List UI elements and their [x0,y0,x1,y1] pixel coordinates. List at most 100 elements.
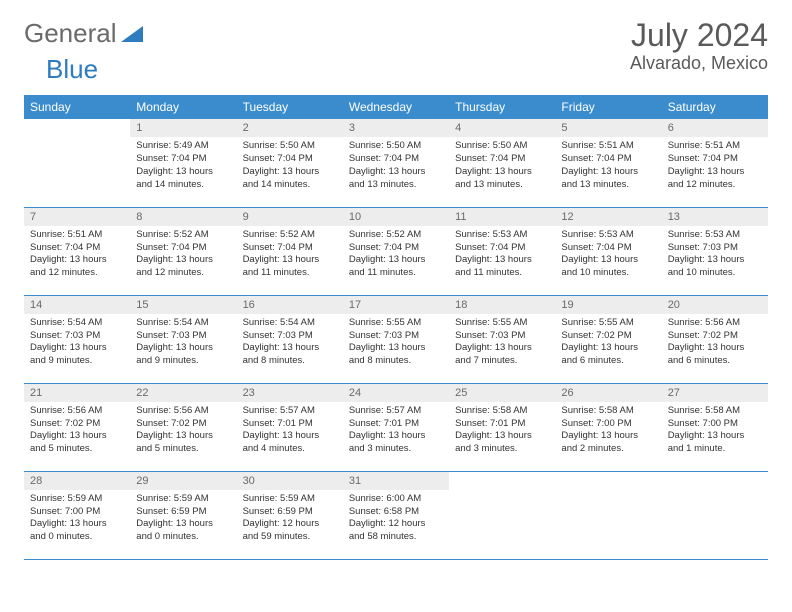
day-details: Sunrise: 5:56 AMSunset: 7:02 PMDaylight:… [24,402,130,460]
calendar-cell [24,119,130,207]
calendar-cell: 18Sunrise: 5:55 AMSunset: 7:03 PMDayligh… [449,295,555,383]
day-number: 28 [24,472,130,490]
calendar-cell: 30Sunrise: 5:59 AMSunset: 6:59 PMDayligh… [237,471,343,559]
logo-text-general: General [24,18,117,49]
logo-triangle-icon [121,24,145,44]
day-number: 22 [130,384,236,402]
calendar-cell: 6Sunrise: 5:51 AMSunset: 7:04 PMDaylight… [662,119,768,207]
logo-text-blue: Blue [46,54,98,85]
day-details: Sunrise: 5:55 AMSunset: 7:03 PMDaylight:… [449,314,555,372]
day-number: 8 [130,208,236,226]
day-details: Sunrise: 5:58 AMSunset: 7:01 PMDaylight:… [449,402,555,460]
day-header: Monday [130,95,236,119]
calendar-cell: 24Sunrise: 5:57 AMSunset: 7:01 PMDayligh… [343,383,449,471]
day-number: 9 [237,208,343,226]
calendar-cell: 1Sunrise: 5:49 AMSunset: 7:04 PMDaylight… [130,119,236,207]
day-number: 7 [24,208,130,226]
day-details: Sunrise: 5:52 AMSunset: 7:04 PMDaylight:… [343,226,449,284]
calendar-cell: 7Sunrise: 5:51 AMSunset: 7:04 PMDaylight… [24,207,130,295]
day-details: Sunrise: 5:59 AMSunset: 6:59 PMDaylight:… [237,490,343,548]
location-label: Alvarado, Mexico [630,53,768,74]
day-details: Sunrise: 5:50 AMSunset: 7:04 PMDaylight:… [449,137,555,195]
calendar-cell: 4Sunrise: 5:50 AMSunset: 7:04 PMDaylight… [449,119,555,207]
calendar-cell: 28Sunrise: 5:59 AMSunset: 7:00 PMDayligh… [24,471,130,559]
day-number: 30 [237,472,343,490]
day-details: Sunrise: 5:59 AMSunset: 7:00 PMDaylight:… [24,490,130,548]
logo: General [24,18,145,49]
day-number: 12 [555,208,661,226]
calendar-cell: 16Sunrise: 5:54 AMSunset: 7:03 PMDayligh… [237,295,343,383]
day-details: Sunrise: 5:52 AMSunset: 7:04 PMDaylight:… [237,226,343,284]
day-details: Sunrise: 5:57 AMSunset: 7:01 PMDaylight:… [343,402,449,460]
calendar-cell: 26Sunrise: 5:58 AMSunset: 7:00 PMDayligh… [555,383,661,471]
title-block: July 2024 Alvarado, Mexico [630,18,768,74]
calendar-cell: 5Sunrise: 5:51 AMSunset: 7:04 PMDaylight… [555,119,661,207]
day-number: 20 [662,296,768,314]
calendar-table: SundayMondayTuesdayWednesdayThursdayFrid… [24,95,768,560]
calendar-cell: 20Sunrise: 5:56 AMSunset: 7:02 PMDayligh… [662,295,768,383]
calendar-cell: 10Sunrise: 5:52 AMSunset: 7:04 PMDayligh… [343,207,449,295]
day-details: Sunrise: 5:58 AMSunset: 7:00 PMDaylight:… [555,402,661,460]
day-details: Sunrise: 6:00 AMSunset: 6:58 PMDaylight:… [343,490,449,548]
calendar-cell: 9Sunrise: 5:52 AMSunset: 7:04 PMDaylight… [237,207,343,295]
calendar-week: 14Sunrise: 5:54 AMSunset: 7:03 PMDayligh… [24,295,768,383]
day-number: 25 [449,384,555,402]
calendar-cell: 14Sunrise: 5:54 AMSunset: 7:03 PMDayligh… [24,295,130,383]
day-number: 5 [555,119,661,137]
calendar-cell [555,471,661,559]
calendar-cell: 31Sunrise: 6:00 AMSunset: 6:58 PMDayligh… [343,471,449,559]
day-details: Sunrise: 5:59 AMSunset: 6:59 PMDaylight:… [130,490,236,548]
day-details: Sunrise: 5:56 AMSunset: 7:02 PMDaylight:… [130,402,236,460]
calendar-head: SundayMondayTuesdayWednesdayThursdayFrid… [24,95,768,119]
day-details: Sunrise: 5:50 AMSunset: 7:04 PMDaylight:… [237,137,343,195]
calendar-cell: 23Sunrise: 5:57 AMSunset: 7:01 PMDayligh… [237,383,343,471]
calendar-week: 28Sunrise: 5:59 AMSunset: 7:00 PMDayligh… [24,471,768,559]
day-number: 21 [24,384,130,402]
day-number: 16 [237,296,343,314]
day-number: 29 [130,472,236,490]
day-details: Sunrise: 5:53 AMSunset: 7:04 PMDaylight:… [449,226,555,284]
day-header: Friday [555,95,661,119]
calendar-cell: 11Sunrise: 5:53 AMSunset: 7:04 PMDayligh… [449,207,555,295]
day-number: 11 [449,208,555,226]
day-details: Sunrise: 5:49 AMSunset: 7:04 PMDaylight:… [130,137,236,195]
day-number: 31 [343,472,449,490]
day-details: Sunrise: 5:55 AMSunset: 7:03 PMDaylight:… [343,314,449,372]
day-number: 4 [449,119,555,137]
day-details: Sunrise: 5:51 AMSunset: 7:04 PMDaylight:… [24,226,130,284]
calendar-cell: 3Sunrise: 5:50 AMSunset: 7:04 PMDaylight… [343,119,449,207]
day-number: 10 [343,208,449,226]
day-details: Sunrise: 5:53 AMSunset: 7:04 PMDaylight:… [555,226,661,284]
day-number: 27 [662,384,768,402]
calendar-week: 7Sunrise: 5:51 AMSunset: 7:04 PMDaylight… [24,207,768,295]
day-details: Sunrise: 5:53 AMSunset: 7:03 PMDaylight:… [662,226,768,284]
calendar-cell: 8Sunrise: 5:52 AMSunset: 7:04 PMDaylight… [130,207,236,295]
day-header: Tuesday [237,95,343,119]
day-number: 24 [343,384,449,402]
day-number: 1 [130,119,236,137]
day-number: 6 [662,119,768,137]
day-details: Sunrise: 5:55 AMSunset: 7:02 PMDaylight:… [555,314,661,372]
calendar-cell: 12Sunrise: 5:53 AMSunset: 7:04 PMDayligh… [555,207,661,295]
day-header: Saturday [662,95,768,119]
day-details: Sunrise: 5:50 AMSunset: 7:04 PMDaylight:… [343,137,449,195]
calendar-body: 1Sunrise: 5:49 AMSunset: 7:04 PMDaylight… [24,119,768,559]
day-details: Sunrise: 5:51 AMSunset: 7:04 PMDaylight:… [555,137,661,195]
day-number: 14 [24,296,130,314]
calendar-cell [449,471,555,559]
calendar-cell: 17Sunrise: 5:55 AMSunset: 7:03 PMDayligh… [343,295,449,383]
calendar-cell: 15Sunrise: 5:54 AMSunset: 7:03 PMDayligh… [130,295,236,383]
calendar-week: 1Sunrise: 5:49 AMSunset: 7:04 PMDaylight… [24,119,768,207]
day-number: 15 [130,296,236,314]
calendar-cell: 22Sunrise: 5:56 AMSunset: 7:02 PMDayligh… [130,383,236,471]
day-details: Sunrise: 5:52 AMSunset: 7:04 PMDaylight:… [130,226,236,284]
day-header: Thursday [449,95,555,119]
day-number: 19 [555,296,661,314]
month-title: July 2024 [630,18,768,53]
day-number: 13 [662,208,768,226]
day-details: Sunrise: 5:54 AMSunset: 7:03 PMDaylight:… [24,314,130,372]
day-details: Sunrise: 5:54 AMSunset: 7:03 PMDaylight:… [237,314,343,372]
day-details: Sunrise: 5:57 AMSunset: 7:01 PMDaylight:… [237,402,343,460]
calendar-cell: 19Sunrise: 5:55 AMSunset: 7:02 PMDayligh… [555,295,661,383]
day-details: Sunrise: 5:58 AMSunset: 7:00 PMDaylight:… [662,402,768,460]
